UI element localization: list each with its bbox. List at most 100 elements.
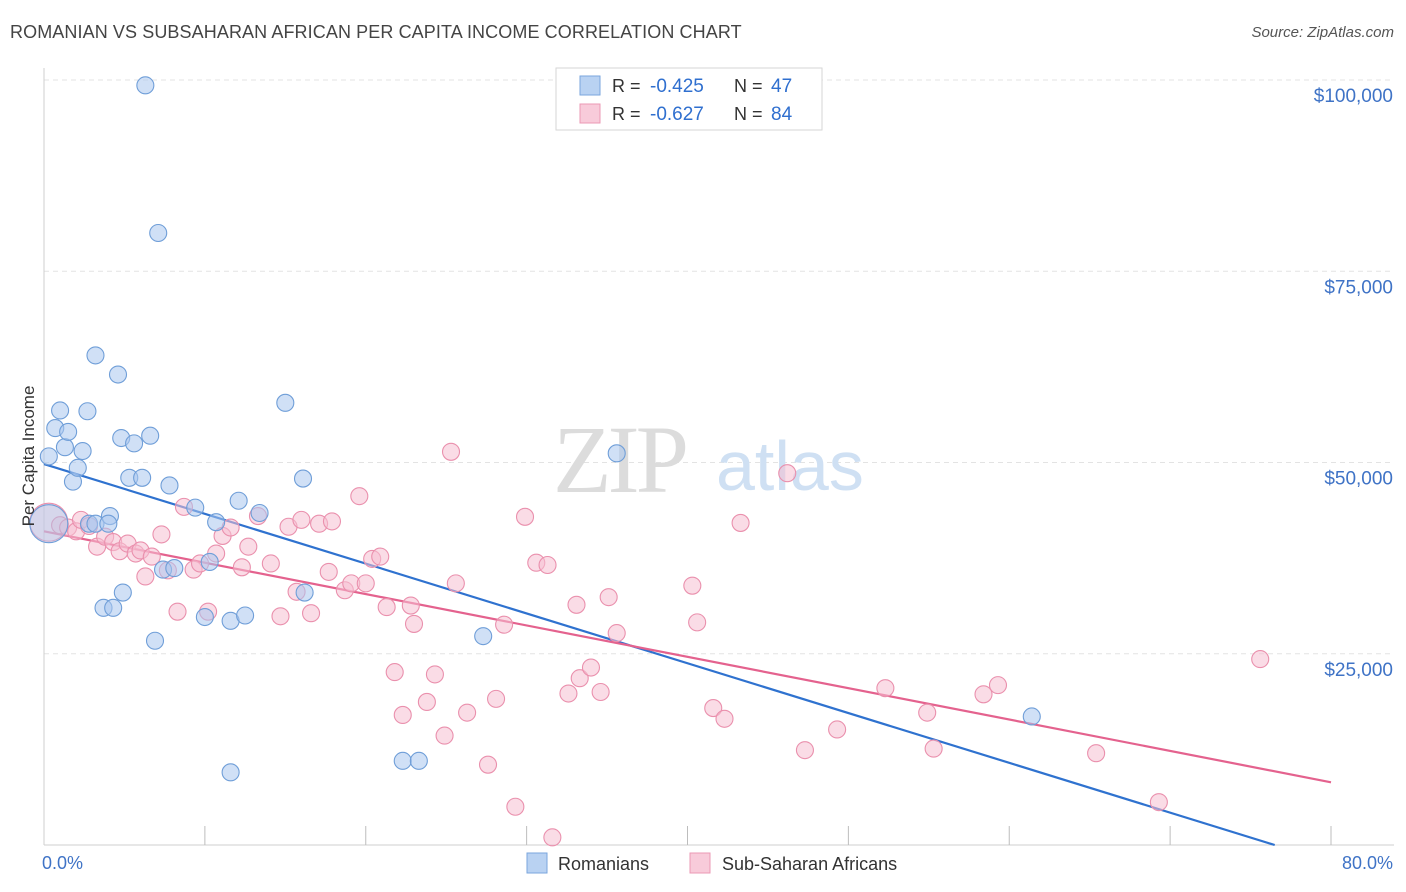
point-sub-saharan-africans: [715, 709, 734, 728]
point-romanians: [133, 468, 152, 487]
point-romanians: [236, 606, 255, 625]
point-romanians: [160, 476, 179, 495]
point-sub-saharan-africans: [570, 669, 589, 688]
point-sub-saharan-africans: [168, 602, 187, 621]
series-legend-swatch-sub-saharan-africans: [689, 852, 711, 874]
correlation-legend: R = -0.425 N = 47 R = -0.627 N = 84: [555, 67, 823, 131]
point-sub-saharan-africans: [487, 689, 506, 708]
legend-swatch-romanians: [579, 75, 601, 96]
legend-n-label-2: N =: [734, 104, 763, 124]
watermark: ZIP atlas: [553, 406, 864, 513]
point-sub-saharan-africans: [393, 705, 412, 725]
point-romanians: [393, 751, 412, 770]
series-legend: Romanians Sub-Saharan Africans: [526, 852, 897, 874]
point-romanians: [108, 365, 128, 384]
x-tick-label-min: 0.0%: [42, 853, 83, 873]
point-sub-saharan-africans: [1149, 793, 1168, 812]
point-sub-saharan-africans: [778, 464, 797, 483]
point-romanians: [141, 426, 160, 445]
trend-line-romanians: [43, 462, 1276, 847]
legend-r-value-2: -0.627: [650, 104, 704, 125]
point-romanians: [186, 498, 205, 517]
x-tick-label-max: 80.0%: [1342, 853, 1393, 873]
point-sub-saharan-africans: [567, 595, 586, 614]
point-sub-saharan-africans: [988, 676, 1008, 695]
point-sub-saharan-africans: [495, 615, 514, 634]
point-sub-saharan-africans: [404, 614, 424, 633]
point-sub-saharan-africans: [731, 513, 750, 532]
point-sub-saharan-africans: [876, 679, 895, 698]
point-sub-saharan-africans: [918, 703, 937, 722]
point-sub-saharan-africans: [261, 554, 280, 573]
point-sub-saharan-africans: [506, 797, 525, 816]
point-romanians: [51, 401, 70, 420]
point-romanians: [99, 514, 118, 533]
point-sub-saharan-africans: [828, 720, 847, 739]
point-sub-saharan-africans: [683, 576, 702, 595]
point-romanians: [104, 598, 123, 617]
point-romanians: [607, 444, 626, 463]
point-sub-saharan-africans: [607, 624, 626, 643]
point-sub-saharan-africans: [377, 598, 396, 617]
point-sub-saharan-africans: [458, 703, 477, 722]
series-legend-swatch-romanians: [526, 852, 548, 874]
point-romanians: [409, 751, 428, 770]
point-sub-saharan-africans: [1251, 650, 1270, 669]
point-romanians: [250, 503, 269, 523]
point-romanians: [1022, 707, 1041, 726]
trend-line-sub-saharan-africans: [43, 530, 1332, 784]
point-sub-saharan-africans: [371, 547, 390, 566]
point-sub-saharan-africans: [974, 685, 993, 704]
point-sub-saharan-africans: [441, 442, 461, 461]
point-sub-saharan-africans: [515, 507, 535, 526]
point-romanians: [221, 763, 240, 782]
point-sub-saharan-africans: [142, 547, 161, 566]
point-sub-saharan-africans: [435, 726, 454, 745]
point-romanians: [145, 631, 165, 650]
point-sub-saharan-africans: [152, 525, 171, 544]
y-axis-title: Per Capita Income: [19, 386, 38, 527]
point-sub-saharan-africans: [136, 567, 155, 586]
point-sub-saharan-africans: [581, 658, 601, 677]
point-sub-saharan-africans: [232, 558, 251, 577]
chart-title: ROMANIAN VS SUBSAHARAN AFRICAN PER CAPIT…: [10, 22, 742, 42]
y-tick-label: $75,000: [1324, 277, 1393, 298]
point-romanians: [276, 393, 295, 412]
point-sub-saharan-africans: [322, 512, 342, 531]
y-tick-labels: $25,000 $50,000 $75,000 $100,000: [1314, 86, 1393, 681]
y-tick-label: $25,000: [1324, 660, 1393, 681]
point-sub-saharan-africans: [446, 574, 465, 593]
point-romanians: [229, 491, 248, 510]
point-romanians: [474, 627, 493, 646]
point-sub-saharan-africans: [385, 663, 404, 682]
point-sub-saharan-africans: [538, 555, 557, 575]
y-tick-label: $50,000: [1324, 469, 1393, 490]
point-sub-saharan-africans: [239, 537, 258, 556]
series-legend-label-sub-saharan-africans: Sub-Saharan Africans: [722, 854, 897, 874]
point-romanians: [207, 513, 226, 532]
point-romanians: [195, 607, 214, 627]
point-sub-saharan-africans: [704, 699, 723, 718]
source-note: Source: ZipAtlas.com: [1251, 24, 1394, 41]
point-sub-saharan-africans: [425, 665, 444, 684]
point-sub-saharan-africans: [543, 828, 562, 847]
series-legend-label-romanians: Romanians: [558, 854, 649, 874]
point-sub-saharan-africans: [356, 574, 375, 593]
point-sub-saharan-africans: [401, 596, 420, 615]
point-romanians: [295, 583, 314, 602]
y-tick-label: $100,000: [1314, 86, 1393, 107]
point-sub-saharan-africans: [417, 692, 436, 711]
point-romanians: [55, 438, 74, 457]
point-sub-saharan-africans: [795, 741, 814, 760]
point-romanians: [136, 76, 155, 95]
grid-layer: [44, 79, 1394, 655]
point-romanians: [73, 441, 92, 461]
point-romanians: [165, 559, 184, 578]
legend-r-value-1: -0.425: [650, 76, 704, 97]
points-romanians: [29, 76, 1041, 782]
point-romanians: [39, 447, 58, 466]
point-romanians: [78, 402, 97, 421]
point-sub-saharan-africans: [924, 739, 943, 758]
point-sub-saharan-africans: [688, 613, 707, 632]
